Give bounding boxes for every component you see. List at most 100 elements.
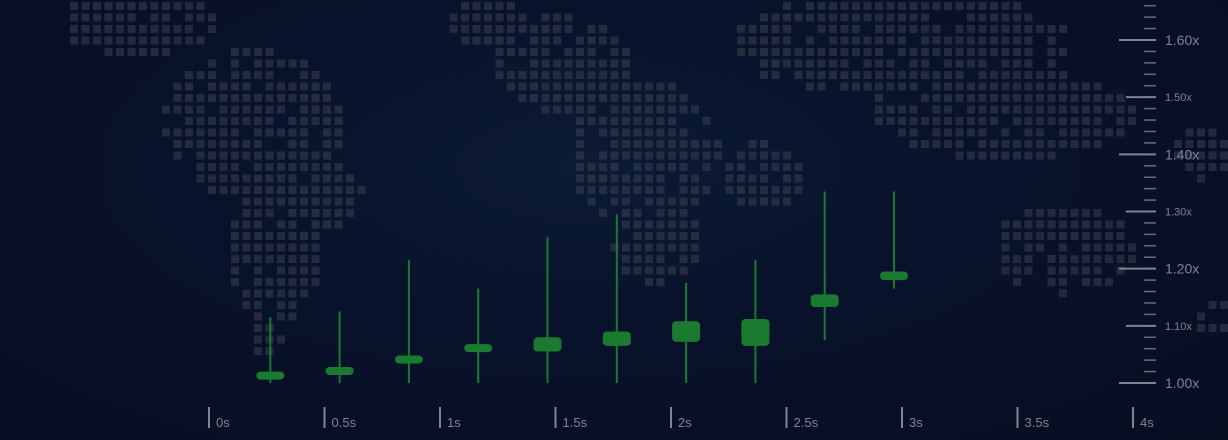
map-dot bbox=[610, 174, 619, 183]
map-dot bbox=[1024, 232, 1033, 240]
map-dot bbox=[978, 140, 987, 148]
map-dot bbox=[1082, 278, 1090, 286]
map-dot bbox=[599, 82, 607, 91]
map-dot bbox=[771, 151, 780, 160]
map-dot bbox=[254, 347, 262, 355]
map-dot bbox=[840, 25, 849, 33]
map-dot bbox=[242, 82, 251, 91]
map-dot bbox=[541, 82, 550, 91]
map-dot bbox=[564, 25, 573, 33]
map-dot bbox=[541, 25, 550, 33]
map-dot bbox=[334, 186, 343, 194]
map-dot bbox=[518, 82, 527, 91]
map-dot bbox=[944, 48, 952, 56]
map-dot bbox=[817, 71, 826, 79]
map-dot bbox=[242, 255, 251, 263]
map-dot bbox=[622, 48, 630, 56]
map-dot bbox=[1013, 25, 1021, 33]
map-dot bbox=[909, 71, 918, 79]
map-dot bbox=[829, 59, 837, 68]
map-dot bbox=[967, 25, 975, 33]
map-dot bbox=[679, 163, 688, 171]
map-dot bbox=[748, 197, 757, 206]
map-dot bbox=[1013, 266, 1021, 275]
map-dot bbox=[794, 71, 803, 79]
map-dot bbox=[541, 105, 550, 114]
map-dot bbox=[633, 209, 642, 217]
map-dot bbox=[1024, 105, 1033, 114]
map-dot bbox=[173, 25, 182, 33]
map-dot bbox=[967, 36, 975, 45]
map-dot bbox=[564, 13, 573, 22]
map-dot bbox=[576, 105, 584, 114]
map-dot bbox=[783, 48, 791, 56]
map-dot bbox=[898, 71, 906, 79]
map-dot bbox=[829, 25, 837, 33]
map-dot bbox=[978, 151, 987, 160]
map-dot bbox=[104, 2, 113, 10]
map-dot bbox=[564, 71, 573, 79]
map-dot bbox=[265, 186, 274, 194]
map-dot bbox=[265, 163, 274, 171]
map-dot bbox=[587, 186, 596, 194]
map-dot bbox=[702, 163, 711, 171]
map-dot bbox=[783, 36, 791, 45]
map-dot bbox=[679, 105, 688, 114]
map-dot bbox=[679, 232, 688, 240]
map-dot bbox=[978, 117, 987, 125]
map-dot bbox=[1197, 324, 1205, 332]
y-tick-label: 1.60x bbox=[1165, 32, 1199, 48]
map-dot bbox=[875, 94, 883, 102]
map-dot bbox=[484, 25, 492, 33]
map-dot bbox=[909, 82, 918, 91]
map-dot bbox=[587, 48, 596, 56]
map-dot bbox=[530, 48, 538, 56]
map-dot bbox=[530, 71, 538, 79]
map-dot bbox=[645, 94, 653, 102]
map-dot bbox=[1036, 209, 1044, 217]
map-dot bbox=[587, 117, 596, 125]
map-dot bbox=[564, 59, 573, 68]
map-dot bbox=[852, 36, 860, 45]
map-dot bbox=[219, 94, 228, 102]
map-dot bbox=[1047, 278, 1056, 286]
map-dot bbox=[288, 243, 297, 252]
map-dot bbox=[875, 36, 883, 45]
map-dot bbox=[1024, 117, 1033, 125]
map-dot bbox=[1070, 140, 1079, 148]
map-dot bbox=[196, 71, 205, 79]
map-dot bbox=[1185, 151, 1194, 160]
map-dot bbox=[288, 255, 297, 263]
map-dot bbox=[127, 25, 136, 33]
map-dot bbox=[702, 117, 711, 125]
map-dot bbox=[610, 82, 619, 91]
x-tick-label: 1s bbox=[447, 415, 461, 430]
map-dot bbox=[104, 13, 113, 22]
map-dot bbox=[691, 243, 699, 252]
map-dot bbox=[656, 255, 665, 263]
map-dot bbox=[668, 94, 676, 102]
map-dot bbox=[1197, 174, 1205, 183]
candle-body bbox=[325, 366, 354, 375]
map-dot bbox=[265, 232, 274, 240]
map-dot bbox=[1082, 140, 1090, 148]
map-dot bbox=[449, 25, 458, 33]
map-dot bbox=[300, 255, 308, 263]
map-dot bbox=[346, 209, 354, 217]
map-dot bbox=[691, 186, 699, 194]
map-dot bbox=[288, 289, 297, 298]
map-dot bbox=[645, 117, 653, 125]
map-dot bbox=[265, 174, 274, 183]
map-dot bbox=[978, 48, 987, 56]
map-dot bbox=[1047, 105, 1056, 114]
map-dot bbox=[633, 232, 642, 240]
map-dot bbox=[1059, 25, 1067, 33]
map-dot bbox=[277, 301, 285, 309]
map-dot bbox=[955, 25, 964, 33]
map-dot bbox=[932, 36, 941, 45]
map-dot bbox=[1036, 220, 1044, 229]
map-dot bbox=[334, 220, 343, 229]
map-dot bbox=[622, 243, 630, 252]
map-dot bbox=[829, 48, 837, 56]
map-dot bbox=[173, 151, 182, 160]
